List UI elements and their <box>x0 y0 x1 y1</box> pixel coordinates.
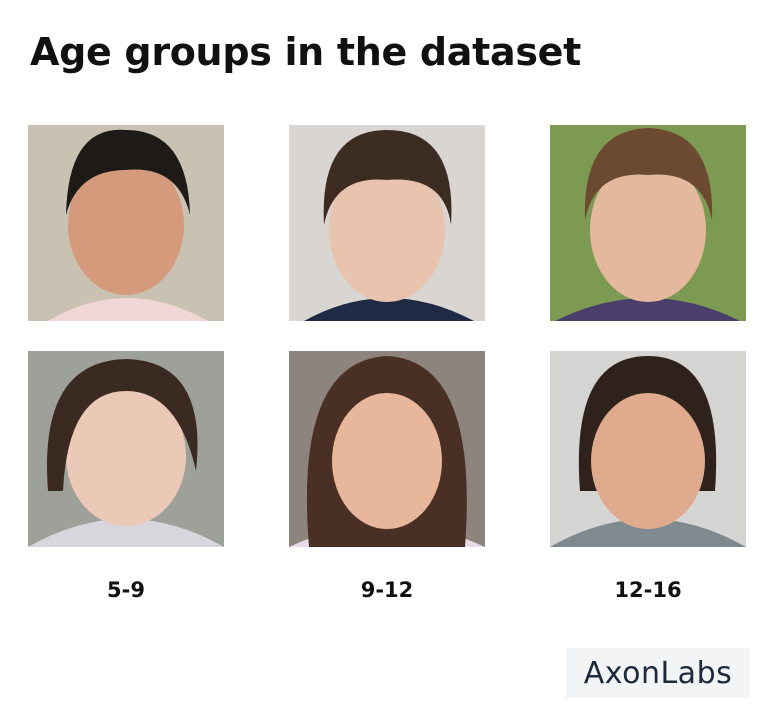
logo: AxonLabs <box>566 648 750 698</box>
age-label: 12-16 <box>614 578 682 602</box>
photo <box>550 125 746 321</box>
photo <box>289 125 485 321</box>
photo <box>289 351 485 547</box>
age-label: 5-9 <box>107 578 145 602</box>
photo <box>28 351 224 547</box>
page-title: Age groups in the dataset <box>30 30 581 74</box>
photo <box>28 125 224 321</box>
photo <box>550 351 746 547</box>
age-label: 9-12 <box>360 578 414 602</box>
